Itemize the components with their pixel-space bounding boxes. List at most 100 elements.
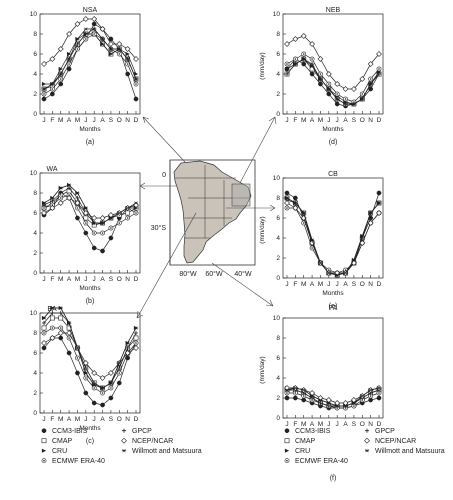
series-line-ccm3-ibis bbox=[286, 192, 380, 274]
point-ncep-ncar bbox=[99, 215, 106, 221]
point-willmott-and-matsuura bbox=[368, 211, 373, 215]
x-tick-label: S bbox=[109, 117, 114, 124]
point-ecmwf-era-40 bbox=[368, 76, 374, 82]
point-willmott-and-matsuura bbox=[108, 47, 114, 51]
point-ecmwf-era-40 bbox=[66, 192, 72, 198]
point-ncep-ncar bbox=[82, 360, 89, 366]
panel-title: NEB bbox=[326, 7, 341, 14]
y-tick-label: 8 bbox=[276, 31, 280, 38]
point-cmap bbox=[83, 215, 89, 221]
legend-marker-cmap bbox=[41, 438, 47, 444]
point-ccm3-ibis bbox=[91, 400, 97, 406]
point-ecmwf-era-40 bbox=[108, 385, 114, 391]
point-ncep-ncar bbox=[107, 41, 114, 47]
point-ncep-ncar bbox=[82, 16, 89, 22]
y-tick-label: 10 bbox=[30, 170, 38, 177]
point-ccm3-ibis bbox=[301, 397, 307, 403]
y-tick-label: 8 bbox=[33, 330, 37, 337]
x-tick-label: J bbox=[336, 421, 339, 428]
point-willmott-and-matsuura bbox=[309, 238, 315, 242]
point-ecmwf-era-40 bbox=[49, 202, 55, 208]
arrowhead-pa bbox=[265, 299, 274, 307]
arrowhead-nsa bbox=[142, 116, 150, 124]
point-ncep-ncar bbox=[334, 400, 341, 406]
x-tick-label: S bbox=[109, 416, 114, 423]
point-ecmwf-era-40 bbox=[318, 71, 323, 77]
x-tick-label: D bbox=[134, 276, 139, 283]
point-gpcp bbox=[50, 198, 55, 204]
point-ecmwf-era-40 bbox=[376, 66, 382, 72]
point-gpcp bbox=[309, 395, 315, 401]
series-line-cru bbox=[287, 387, 380, 407]
x-tick-label: J bbox=[93, 416, 96, 423]
x-tick-label: M bbox=[58, 117, 63, 124]
point-willmott-and-matsuura bbox=[117, 361, 122, 365]
x-tick-label: D bbox=[134, 117, 139, 124]
legend-marker-cru bbox=[41, 448, 47, 453]
point-ccm3-ibis bbox=[108, 36, 114, 42]
south-america-map: 0 30°S 80°W 60°W 40°W bbox=[151, 159, 256, 278]
y-tick-label: 10 bbox=[273, 315, 281, 322]
point-ccm3-ibis bbox=[133, 96, 139, 102]
point-ccm3-ibis bbox=[66, 66, 72, 72]
series-line-cmap bbox=[286, 58, 380, 105]
point-cru bbox=[58, 66, 63, 72]
y-tick-label: 6 bbox=[276, 355, 280, 362]
series-line-ecmwf-era-40 bbox=[287, 207, 380, 274]
point-ncep-ncar bbox=[309, 390, 316, 396]
point-willmott-and-matsuura bbox=[360, 394, 365, 398]
point-ncep-ncar bbox=[91, 215, 98, 221]
plot-frame bbox=[282, 317, 384, 419]
point-ncep-ncar bbox=[350, 397, 357, 403]
point-willmott-and-matsuura bbox=[318, 398, 323, 402]
point-cru bbox=[66, 51, 72, 57]
series-line-ccm3-ibis bbox=[286, 58, 380, 107]
x-tick-label: A bbox=[100, 117, 105, 124]
x-tick-label: A bbox=[100, 416, 105, 423]
y-tick-label: 2 bbox=[276, 395, 280, 402]
point-willmott-and-matsuura bbox=[133, 201, 139, 205]
y-tick-label: 6 bbox=[33, 51, 37, 58]
point-cru bbox=[108, 51, 114, 57]
point-ecmwf-era-40 bbox=[58, 76, 64, 82]
point-ccm3-ibis bbox=[75, 215, 80, 221]
lon-label-40w: 40°W bbox=[234, 270, 252, 278]
legend-marker-ccm3-ibis bbox=[41, 428, 47, 434]
point-ecmwf-era-40 bbox=[100, 390, 105, 396]
panel-title: WA bbox=[46, 166, 57, 173]
x-axis-label: Months bbox=[322, 290, 344, 297]
point-ncep-ncar bbox=[367, 220, 374, 226]
x-tick-label: J bbox=[42, 416, 45, 423]
point-ncep-ncar bbox=[49, 335, 56, 341]
y-tick-label: 10 bbox=[30, 310, 38, 317]
x-tick-label: J bbox=[93, 117, 96, 124]
point-gpcp bbox=[75, 195, 80, 201]
legend-marker-ecmwf-era-40 bbox=[41, 458, 47, 464]
y-tick-label: 0 bbox=[276, 415, 280, 422]
x-tick-label: S bbox=[352, 421, 357, 428]
x-tick-label: D bbox=[134, 416, 139, 423]
legend-marker-ncep-ncar bbox=[364, 437, 370, 444]
y-axis-label: (mm/day) bbox=[259, 216, 266, 243]
point-ncep-ncar bbox=[124, 46, 131, 52]
point-ncep-ncar bbox=[66, 330, 73, 336]
point-cmap bbox=[125, 210, 131, 216]
series-line-ccm3-ibis bbox=[43, 23, 137, 100]
y-tick-label: 8 bbox=[33, 31, 37, 38]
point-ecmwf-era-40 bbox=[108, 225, 114, 231]
legend-marker-cru bbox=[284, 448, 290, 453]
point-willmott-and-matsuura bbox=[301, 57, 306, 61]
x-tick-label: A bbox=[100, 276, 105, 283]
y-tick-label: 8 bbox=[33, 190, 37, 197]
x-tick-label: J bbox=[42, 276, 45, 283]
lon-label-80w: 80°W bbox=[179, 270, 197, 278]
panel-label: (e) bbox=[329, 303, 338, 310]
point-ncep-ncar bbox=[359, 240, 366, 246]
y-tick-label: 6 bbox=[276, 51, 280, 58]
point-ecmwf-era-40 bbox=[116, 220, 122, 226]
point-cru bbox=[41, 81, 47, 87]
panel-label: (c) bbox=[86, 438, 94, 445]
point-willmott-and-matsuura bbox=[309, 394, 315, 398]
point-willmott-and-matsuura bbox=[326, 401, 331, 405]
